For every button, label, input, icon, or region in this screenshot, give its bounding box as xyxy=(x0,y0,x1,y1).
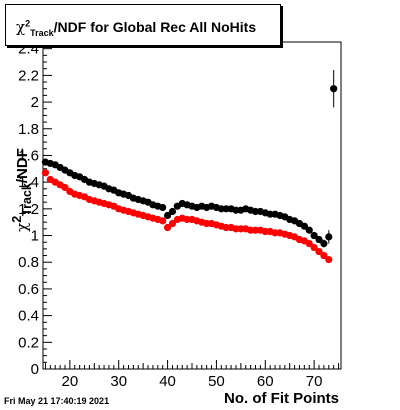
title-sup: 2 xyxy=(25,18,31,29)
red-series-point xyxy=(61,183,69,192)
red-series-point xyxy=(159,217,167,225)
y-tick-label: 1.6 xyxy=(18,147,39,164)
y-axis-label: χ2Track/NDF xyxy=(10,148,34,232)
red-series-point xyxy=(325,255,333,264)
y-tick-label: 1.8 xyxy=(18,121,39,138)
y-tick-label: 0.8 xyxy=(18,254,39,271)
red-series-point xyxy=(168,219,177,228)
y-tick-label: 0 xyxy=(31,361,39,378)
y-tick-label: 0.2 xyxy=(18,334,39,351)
y-tick-label: 2 xyxy=(31,94,39,111)
x-tick-label: 20 xyxy=(62,373,79,390)
red-series-point xyxy=(163,223,172,232)
y-label-sup: 2 xyxy=(10,215,24,223)
black-series-point xyxy=(310,231,318,240)
black-series-point xyxy=(325,233,333,241)
x-tick-label: 70 xyxy=(306,373,323,390)
black-series-point xyxy=(168,207,177,216)
black-series-point xyxy=(315,235,323,244)
red-series-point xyxy=(305,239,313,248)
datestamp: Fri May 21 17:40:19 2021 xyxy=(4,396,110,406)
title-sub: Track xyxy=(30,27,54,38)
black-series-point xyxy=(163,211,172,220)
x-tick-label: 50 xyxy=(208,373,225,390)
y-label-suffix: /NDF xyxy=(14,148,31,184)
x-tick-label: 30 xyxy=(110,373,127,390)
black-series-point xyxy=(305,226,313,234)
y-chi-symbol: χ xyxy=(13,222,31,232)
title-suffix: /NDF for Global Rec All NoHits xyxy=(53,19,257,35)
y-tick-label: 0.4 xyxy=(18,308,39,325)
black-series-point xyxy=(300,222,308,230)
y-tick-label: 1 xyxy=(31,228,39,245)
x-axis-label: No. of Fit Points xyxy=(224,390,339,407)
x-tick-label: 40 xyxy=(159,373,176,390)
chart-title-box: χ2Track/NDF for Global Rec All NoHits xyxy=(5,4,281,46)
x-tick-label: 60 xyxy=(257,373,274,390)
red-series-point xyxy=(41,169,50,177)
chi-symbol: χ xyxy=(16,18,26,36)
red-series-point xyxy=(310,243,318,252)
y-tick-label: 1.2 xyxy=(18,201,39,218)
y-label-sub: Track xyxy=(20,183,34,216)
red-series-point xyxy=(320,251,328,260)
red-series-point xyxy=(315,247,323,256)
chart-title: χ2Track/NDF for Global Rec All NoHits xyxy=(16,18,256,38)
y-tick-label: 0.6 xyxy=(18,281,39,298)
black-series-point xyxy=(330,85,338,93)
y-tick-label: 2.2 xyxy=(18,67,39,84)
black-series-point xyxy=(159,203,167,212)
y-tick-label: 1.4 xyxy=(18,174,39,191)
black-series-point xyxy=(320,239,328,248)
